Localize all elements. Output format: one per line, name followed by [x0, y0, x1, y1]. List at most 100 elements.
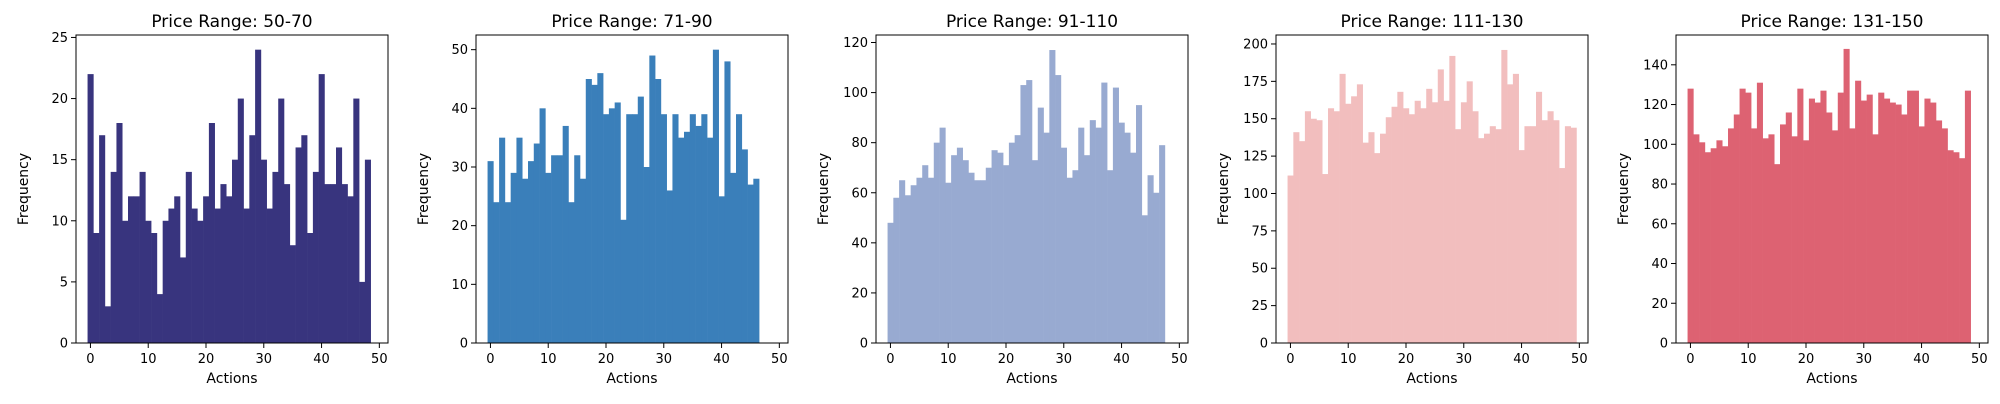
- bar: [985, 167, 992, 343]
- bar: [1860, 100, 1867, 343]
- bar: [1797, 88, 1804, 344]
- bar: [933, 142, 940, 343]
- bar: [237, 98, 244, 343]
- bar: [724, 61, 731, 344]
- y-tick-label: 20: [1651, 297, 1668, 312]
- bar: [1489, 126, 1496, 343]
- bar: [753, 178, 760, 343]
- bar: [1837, 92, 1844, 343]
- x-axis-label: Actions: [1406, 371, 1457, 387]
- y-tick-label: 40: [1651, 257, 1668, 272]
- bar: [899, 180, 906, 343]
- bar: [741, 149, 748, 343]
- x-tick-label: 40: [1513, 352, 1530, 367]
- x-axis-label: Actions: [606, 371, 657, 387]
- bar: [1785, 112, 1792, 343]
- bar: [1501, 49, 1508, 343]
- bar: [1484, 133, 1491, 343]
- bar: [1814, 102, 1821, 343]
- y-tick-label: 200: [1243, 37, 1268, 52]
- bar: [1803, 140, 1810, 343]
- bar: [991, 150, 998, 343]
- bar: [747, 184, 754, 343]
- bar: [226, 196, 233, 343]
- x-tick-label: 50: [771, 352, 788, 367]
- bar: [997, 152, 1004, 343]
- bar: [364, 159, 371, 343]
- bar: [1089, 120, 1096, 343]
- bars: [487, 49, 760, 344]
- y-tick-label: 15: [51, 153, 68, 168]
- y-tick-label: 100: [1643, 138, 1668, 153]
- bar: [1328, 108, 1335, 343]
- bar: [1020, 85, 1027, 343]
- bar: [1159, 145, 1166, 343]
- bar: [1037, 107, 1044, 344]
- bar: [1130, 152, 1137, 343]
- x-tick-label: 20: [1398, 352, 1415, 367]
- bar: [533, 143, 540, 343]
- bar: [341, 184, 348, 343]
- x-tick-label: 40: [313, 352, 330, 367]
- bar: [1472, 111, 1479, 343]
- bar: [487, 161, 494, 343]
- bar: [278, 98, 285, 343]
- bar: [974, 180, 981, 343]
- bar: [1780, 124, 1787, 343]
- bar: [504, 202, 511, 343]
- y-tick-label: 150: [1243, 112, 1268, 127]
- x-tick-label: 0: [1286, 352, 1294, 367]
- bar: [249, 135, 256, 343]
- plot-frame: [1675, 34, 1989, 344]
- bar: [330, 184, 337, 343]
- bar: [1032, 160, 1039, 343]
- bar: [620, 219, 627, 343]
- plot-frame: [475, 34, 789, 344]
- x-tick-label: 20: [998, 352, 1015, 367]
- bar: [359, 281, 366, 343]
- bar: [197, 220, 204, 343]
- bar: [689, 114, 696, 343]
- bar: [1907, 90, 1914, 343]
- bar: [255, 49, 262, 344]
- bar: [1704, 152, 1711, 343]
- bar: [712, 49, 719, 344]
- x-tick-label: 0: [886, 352, 894, 367]
- bar: [110, 171, 117, 343]
- y-axis-label: Frequency: [816, 153, 832, 225]
- bar: [1693, 134, 1700, 343]
- bar: [528, 161, 535, 343]
- x-axis-label: Actions: [1806, 371, 1857, 387]
- bar: [1112, 87, 1119, 343]
- x-tick-label: 30: [1456, 352, 1473, 367]
- bar: [301, 135, 308, 343]
- bar: [580, 178, 587, 343]
- y-tick-label: 40: [451, 102, 468, 117]
- bar: [649, 55, 656, 343]
- panel-price-range-91-110: Price Range: 91-110 Actions Frequency 0 1…: [816, 12, 1189, 387]
- bar: [1008, 142, 1015, 343]
- bar: [1003, 165, 1010, 343]
- bar: [289, 245, 296, 343]
- bar: [1026, 80, 1033, 343]
- bar: [1512, 73, 1519, 344]
- bar: [666, 190, 673, 343]
- bar: [180, 257, 187, 343]
- bar: [1774, 164, 1781, 343]
- panel-price-range-71-90: Price Range: 71-90 Actions Frequency 0 10…: [416, 12, 789, 387]
- bar: [232, 159, 239, 343]
- bar: [1118, 122, 1125, 343]
- bar: [1884, 98, 1891, 343]
- bar: [1843, 48, 1850, 343]
- y-tick-label: 60: [1651, 217, 1668, 232]
- bar: [1293, 132, 1300, 343]
- bar: [1936, 120, 1943, 343]
- y-tick-label: 80: [851, 136, 868, 151]
- y-tick-label: 50: [451, 43, 468, 58]
- x-tick-label: 50: [1571, 352, 1588, 367]
- bar: [1299, 141, 1306, 343]
- bar: [1959, 158, 1966, 343]
- panel-title: Price Range: 131-150: [1741, 12, 1924, 32]
- bar: [1924, 98, 1931, 343]
